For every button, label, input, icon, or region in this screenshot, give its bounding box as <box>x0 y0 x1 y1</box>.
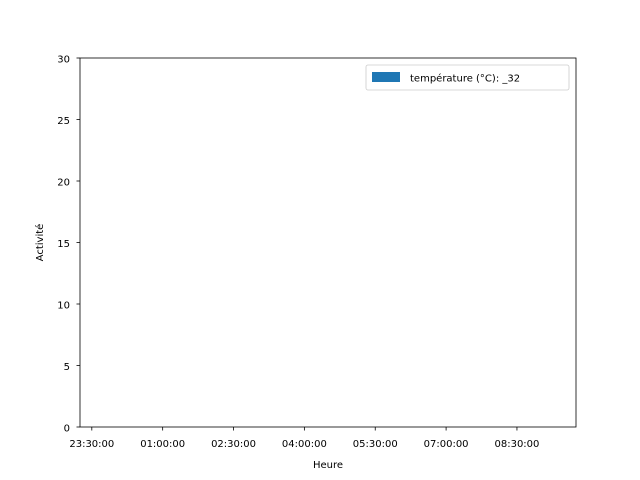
x-axis-label: Heure <box>313 460 343 471</box>
x-tick-label: 02:30:00 <box>211 439 256 450</box>
legend-entry-label: température (°C): _32 <box>410 73 520 85</box>
y-tick-label: 5 <box>64 362 70 373</box>
x-tick-label: 08:30:00 <box>494 439 539 450</box>
y-tick-label: 0 <box>64 424 70 435</box>
y-axis-label: Activité <box>34 224 46 262</box>
x-tick-label: 07:00:00 <box>424 439 469 450</box>
y-tick-label: 25 <box>57 116 70 127</box>
x-axis-ticks: 23:30:00 01:00:00 02:30:00 04:00:00 05:30:00… <box>69 427 539 450</box>
y-tick-label: 10 <box>57 301 70 312</box>
x-tick-label: 23:30:00 <box>69 439 114 450</box>
x-tick-label: 04:00:00 <box>282 439 327 450</box>
legend: température (°C): _32 <box>365 64 570 91</box>
legend-box <box>365 64 570 91</box>
y-tick-label: 15 <box>57 239 70 250</box>
y-tick-label: 20 <box>57 178 70 189</box>
y-tick-label: 30 <box>57 55 70 66</box>
x-tick-label: 05:30:00 <box>353 439 398 450</box>
plot-area <box>80 58 576 427</box>
y-axis-ticks: 0 5 10 15 20 25 30 <box>57 55 80 435</box>
x-tick-label: 01:00:00 <box>140 439 185 450</box>
legend-swatch <box>372 72 400 82</box>
